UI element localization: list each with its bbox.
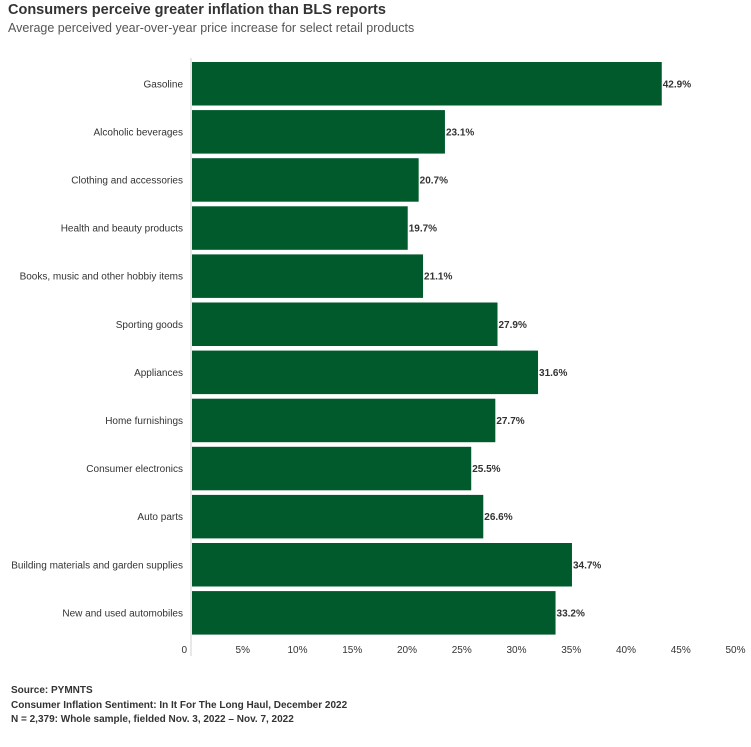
category-label: New and used automobiles [62,608,183,619]
category-label: Building materials and garden supplies [11,560,183,571]
value-label: 26.6% [484,512,512,523]
bar [192,110,445,154]
value-label: 19.7% [409,224,437,235]
x-tick-label: 35% [561,645,581,656]
category-label: Home furnishings [105,416,183,427]
footer-source: Source: PYMNTS [11,685,93,696]
footer-report: Consumer Inflation Sentiment: In It For … [11,699,348,711]
value-labels-group: 42.9% 23.1% 20.7% 19.7% 21.1% 27.9% 31.6% 27.7%… [409,79,692,619]
category-label: Gasoline [144,79,184,90]
x-tick-label: 30% [506,645,526,656]
category-labels-group: Gasoline Alcoholic beverages Clothing and … [11,79,183,619]
bar [192,591,556,635]
x-axis-ticks-group: 0 5% 10% 15% 20% 25% 30% 35% 40% 45% 50% [181,645,745,656]
x-tick-label: 15% [342,645,362,656]
category-label: Consumer electronics [86,464,183,475]
x-tick-label: 20% [397,645,417,656]
category-label: Books, music and other hobbiy items [20,272,183,283]
value-label: 20.7% [420,175,448,186]
chart-subtitle: Average perceived year-over-year price i… [8,21,415,35]
value-label: 25.5% [472,464,500,475]
value-label: 21.1% [424,272,452,283]
category-label: Alcoholic beverages [94,127,184,138]
value-label: 33.2% [557,608,585,619]
chart-footer: Source: PYMNTS Consumer Inflation Sentim… [11,684,347,728]
x-tick-label: 25% [452,645,472,656]
bar [192,543,572,587]
value-label: 31.6% [539,368,567,379]
x-tick-label: 40% [616,645,636,656]
category-label: Appliances [134,368,183,379]
x-tick-label: 0 [181,645,187,656]
value-label: 27.7% [496,416,524,427]
bar-chart: Gasoline Alcoholic beverages Clothing and … [11,58,746,656]
bar [192,398,496,443]
bars-group [192,62,662,635]
bar [192,158,419,202]
value-label: 42.9% [663,79,691,90]
x-tick-label: 50% [725,645,745,656]
chart-title: Consumers perceive greater inflation tha… [8,2,386,18]
footer-sample: N = 2,379: Whole sample, fielded Nov. 3,… [11,714,294,725]
x-tick-label: 45% [671,645,691,656]
category-label: Clothing and accessories [71,175,183,186]
bar [192,62,662,106]
bar [192,350,539,395]
category-label: Sporting goods [116,320,183,331]
bar [192,446,472,491]
bar [192,494,484,539]
value-label: 23.1% [446,127,474,138]
value-label: 27.9% [499,320,527,331]
category-label: Auto parts [137,512,183,523]
x-tick-label: 10% [287,645,307,656]
category-label: Health and beauty products [61,224,183,235]
bar [192,254,424,298]
value-label: 34.7% [573,560,601,571]
bar [192,302,498,346]
x-tick-label: 5% [236,645,251,656]
bar [192,206,408,250]
